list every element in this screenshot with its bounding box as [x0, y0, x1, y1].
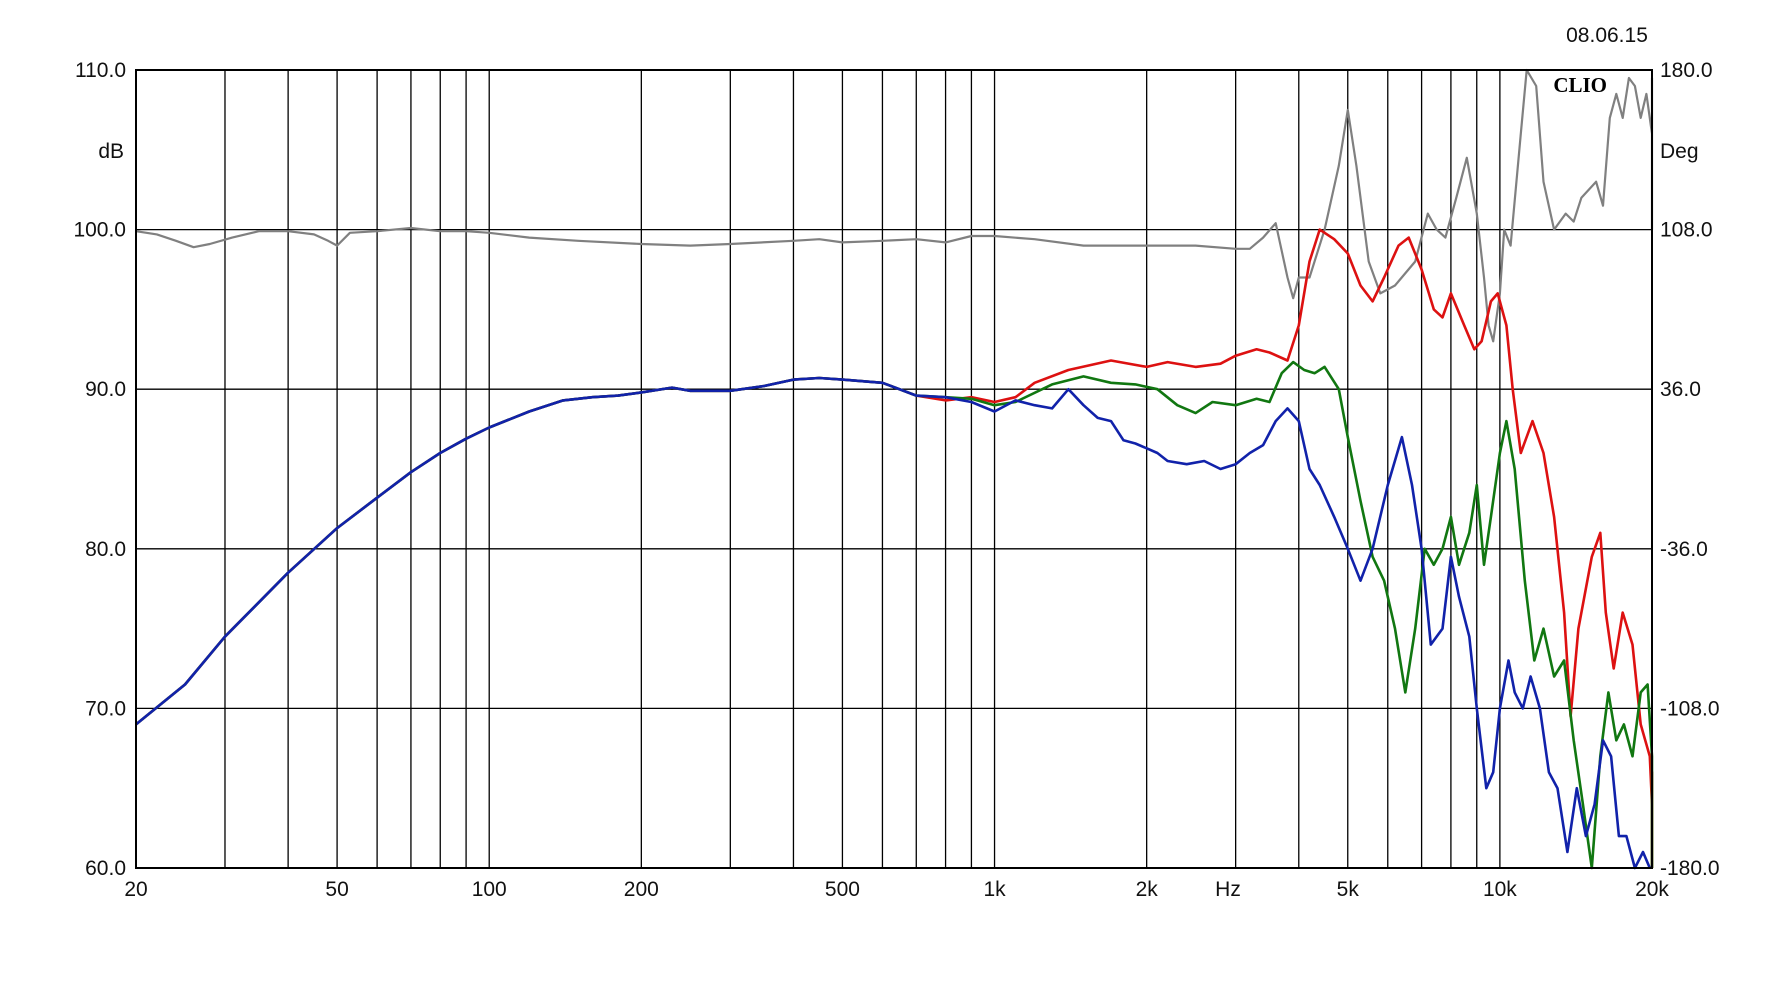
y-tick-label-right: -108.0	[1660, 697, 1720, 720]
y-tick-label-left: 80.0	[85, 538, 126, 561]
y-axis-left-unit: dB	[98, 140, 124, 163]
y-tick-label-right: -180.0	[1660, 857, 1720, 880]
date-label: 08.06.15	[1566, 24, 1648, 47]
x-tick-label: 200	[624, 878, 659, 901]
plot-frame	[135, 69, 1653, 869]
x-tick-label: 20	[124, 878, 147, 901]
x-tick-label: 2k	[1136, 878, 1159, 901]
y-tick-label-right: 108.0	[1660, 219, 1713, 242]
y-tick-label-left: 100.0	[73, 219, 126, 242]
grid-lines	[136, 70, 1652, 868]
x-tick-label: 10k	[1483, 878, 1517, 901]
y-tick-label-right: 36.0	[1660, 378, 1701, 401]
x-tick-label: 100	[472, 878, 507, 901]
series-line-4	[135, 376, 1651, 870]
tick-labels: 20 50 100 200 500 1k 2k 5k 10k 20k 60.0 70.0 80.0 90.…	[73, 59, 1719, 901]
series-line-3	[135, 360, 1654, 870]
y-tick-label-left: 90.0	[85, 378, 126, 401]
y-tick-label-right: 180.0	[1660, 59, 1713, 82]
series-group	[135, 68, 1654, 870]
y-axis-right-unit: Deg	[1660, 140, 1699, 163]
x-tick-label: 500	[825, 878, 860, 901]
x-axis-unit: Hz	[1215, 878, 1241, 901]
x-tick-label: 20k	[1635, 878, 1669, 901]
y-tick-label-left: 110.0	[75, 59, 126, 82]
clio-logo: CLIO	[1553, 73, 1607, 97]
x-tick-label: 50	[325, 878, 348, 901]
y-tick-label-right: -36.0	[1660, 538, 1708, 561]
y-tick-label-left: 70.0	[85, 697, 126, 720]
series-line-1	[135, 68, 1654, 343]
x-tick-label: 1k	[983, 878, 1006, 901]
y-tick-label-left: 60.0	[85, 857, 126, 880]
x-tick-label: 5k	[1337, 878, 1360, 901]
